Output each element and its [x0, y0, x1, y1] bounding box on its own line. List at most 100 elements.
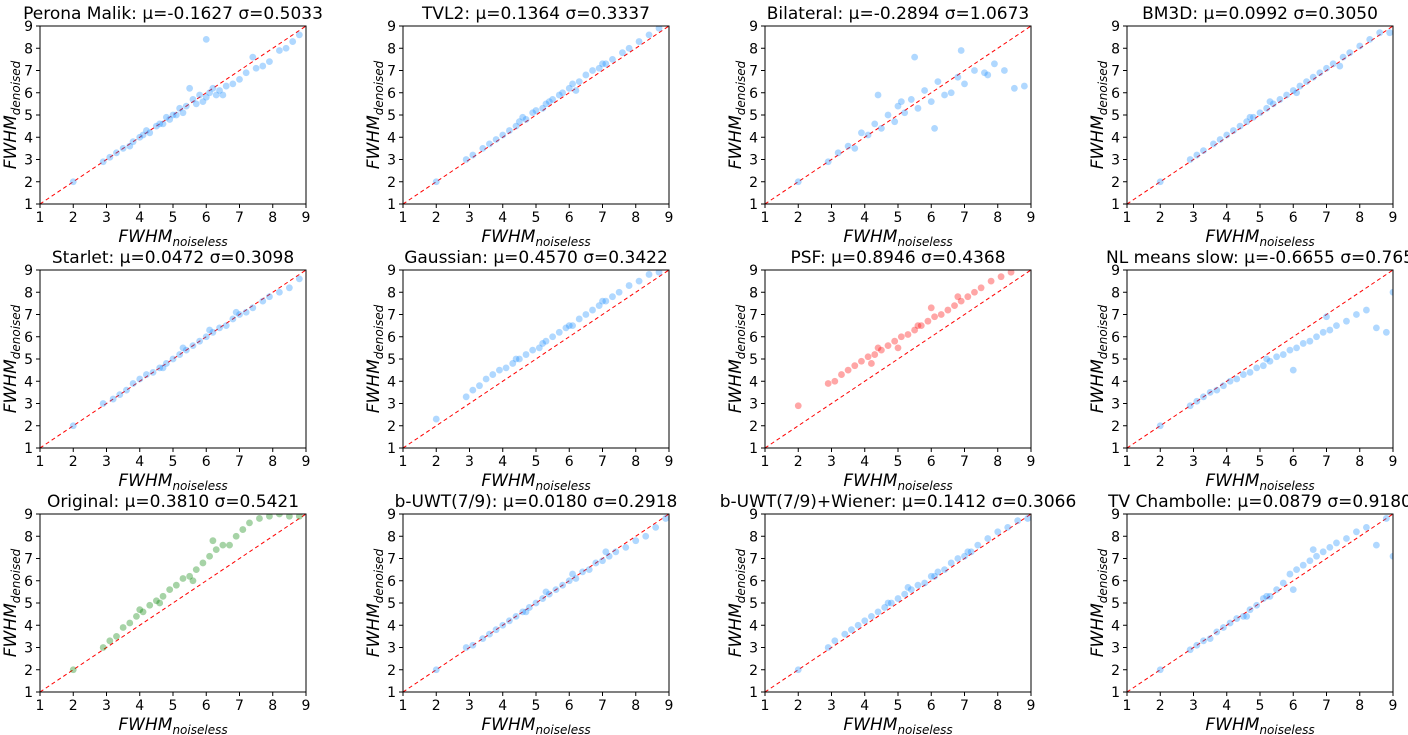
scatter-point	[824, 644, 832, 651]
scatter-point	[1329, 60, 1337, 68]
scatter-point	[851, 144, 859, 152]
scatter-point	[1206, 388, 1214, 396]
scatter-point	[552, 586, 560, 594]
scatter-point	[499, 621, 507, 629]
x-tick-label: 4	[135, 698, 144, 714]
x-tick-label: 5	[894, 210, 903, 226]
scatter-point	[1253, 601, 1261, 609]
y-tick-label: 5	[749, 596, 758, 612]
scatter-point	[222, 82, 230, 90]
scatter-point	[216, 87, 223, 94]
scatter-point	[1233, 375, 1241, 383]
scatter-point	[1230, 127, 1237, 134]
scatter-point	[256, 515, 263, 522]
y-tick-label: 9	[1111, 507, 1120, 523]
y-tick-label: 9	[24, 19, 33, 35]
x-tick-label: 1	[399, 698, 408, 714]
scatter-point	[542, 337, 550, 345]
scatter-point	[831, 377, 839, 385]
scatter-point	[1333, 539, 1340, 547]
x-tick-label: 3	[465, 698, 474, 714]
subplot-starlet: Starlet: μ=0.0472 σ=0.3098 1 2 3 4 5 6 7 8 9 1 2 3 4 5…	[1, 248, 310, 493]
y-tick-label: 8	[24, 41, 33, 57]
x-tick-label: 8	[268, 454, 277, 470]
scatter-point	[874, 608, 882, 616]
scatter-point	[964, 293, 972, 301]
subplot-gaussian: Gaussian: μ=0.4570 σ=0.3422 1 2 3 4 5 6 7 8 9 1 2 3 4…	[364, 248, 673, 493]
scatter-point	[1382, 328, 1390, 336]
y-tick-label: 5	[387, 108, 396, 124]
scatter-point	[864, 353, 872, 361]
scatter-point	[894, 595, 902, 602]
y-tick-label: 3	[749, 397, 758, 413]
scatter-point	[562, 324, 570, 332]
scatter-point	[1156, 178, 1164, 186]
scatter-point	[246, 519, 253, 527]
scatter-point	[506, 617, 513, 625]
x-tick-label: 4	[1222, 454, 1231, 470]
scatter-point	[1200, 637, 1207, 645]
y-tick-label: 2	[24, 663, 33, 679]
scatter-point	[159, 120, 167, 128]
scatter-point	[1326, 326, 1334, 334]
identity-reference-line	[1127, 270, 1393, 448]
identity-reference-line	[403, 26, 669, 204]
y-tick-label: 4	[1111, 374, 1120, 390]
scatter-point	[1200, 393, 1207, 401]
scatter-point	[941, 566, 948, 574]
scatter-point	[166, 116, 174, 123]
x-tick-label: 5	[894, 698, 903, 714]
scatter-point	[599, 60, 606, 68]
identity-reference-line	[40, 270, 306, 448]
x-tick-label: 4	[135, 454, 144, 470]
scatter-point	[276, 514, 283, 518]
scatter-point	[961, 552, 968, 560]
identity-reference-line	[765, 270, 1031, 448]
scatter-point	[249, 304, 257, 312]
x-tick-label: 1	[761, 698, 770, 714]
scatter-point	[502, 364, 510, 372]
scatter-point	[987, 277, 995, 285]
scatter-point	[136, 133, 144, 141]
scatter-point	[196, 91, 204, 99]
identity-reference-line	[40, 26, 306, 204]
scatter-point	[229, 80, 237, 88]
y-tick-label: 4	[387, 618, 396, 634]
y-tick-label: 6	[387, 330, 396, 346]
scatter-point	[1313, 333, 1320, 341]
scatter-point	[99, 644, 107, 651]
scatter-point	[549, 333, 557, 341]
y-tick-label: 1	[24, 197, 33, 213]
x-tick-label: 1	[761, 454, 770, 470]
scatter-point	[924, 317, 932, 325]
scatter-point	[1263, 592, 1271, 600]
y-tick-label: 3	[1111, 397, 1120, 413]
scatter-point	[249, 53, 257, 61]
subplot-title: Bilateral: μ=-0.2894 σ=1.0673	[767, 4, 1030, 24]
y-tick-label: 8	[749, 285, 758, 301]
x-tick-label: 5	[532, 454, 541, 470]
scatter-point	[542, 100, 550, 108]
scatter-point	[186, 84, 194, 92]
scatter-point	[984, 71, 992, 79]
y-tick-label: 7	[749, 552, 758, 568]
x-tick-label: 8	[631, 210, 640, 226]
scatter-point	[1259, 362, 1267, 370]
scatter-point	[1186, 646, 1194, 654]
scatter-point	[1296, 82, 1304, 90]
x-tick-label: 5	[532, 210, 541, 226]
y-tick-label: 4	[387, 374, 396, 390]
x-tick-label: 5	[1256, 210, 1265, 226]
y-axis-label: FWHMdenoised	[726, 548, 748, 657]
x-tick-label: 9	[665, 454, 674, 470]
x-tick-label: 1	[1123, 454, 1132, 470]
scatter-point	[479, 144, 487, 152]
scatter-point	[981, 69, 988, 77]
y-tick-label: 6	[1111, 86, 1120, 102]
scatter-point	[532, 599, 540, 607]
scatter-point	[858, 129, 865, 137]
identity-reference-line	[1127, 514, 1393, 692]
y-tick-label: 1	[1111, 441, 1120, 457]
plot-frame	[402, 25, 670, 205]
scatter-point	[848, 626, 855, 634]
